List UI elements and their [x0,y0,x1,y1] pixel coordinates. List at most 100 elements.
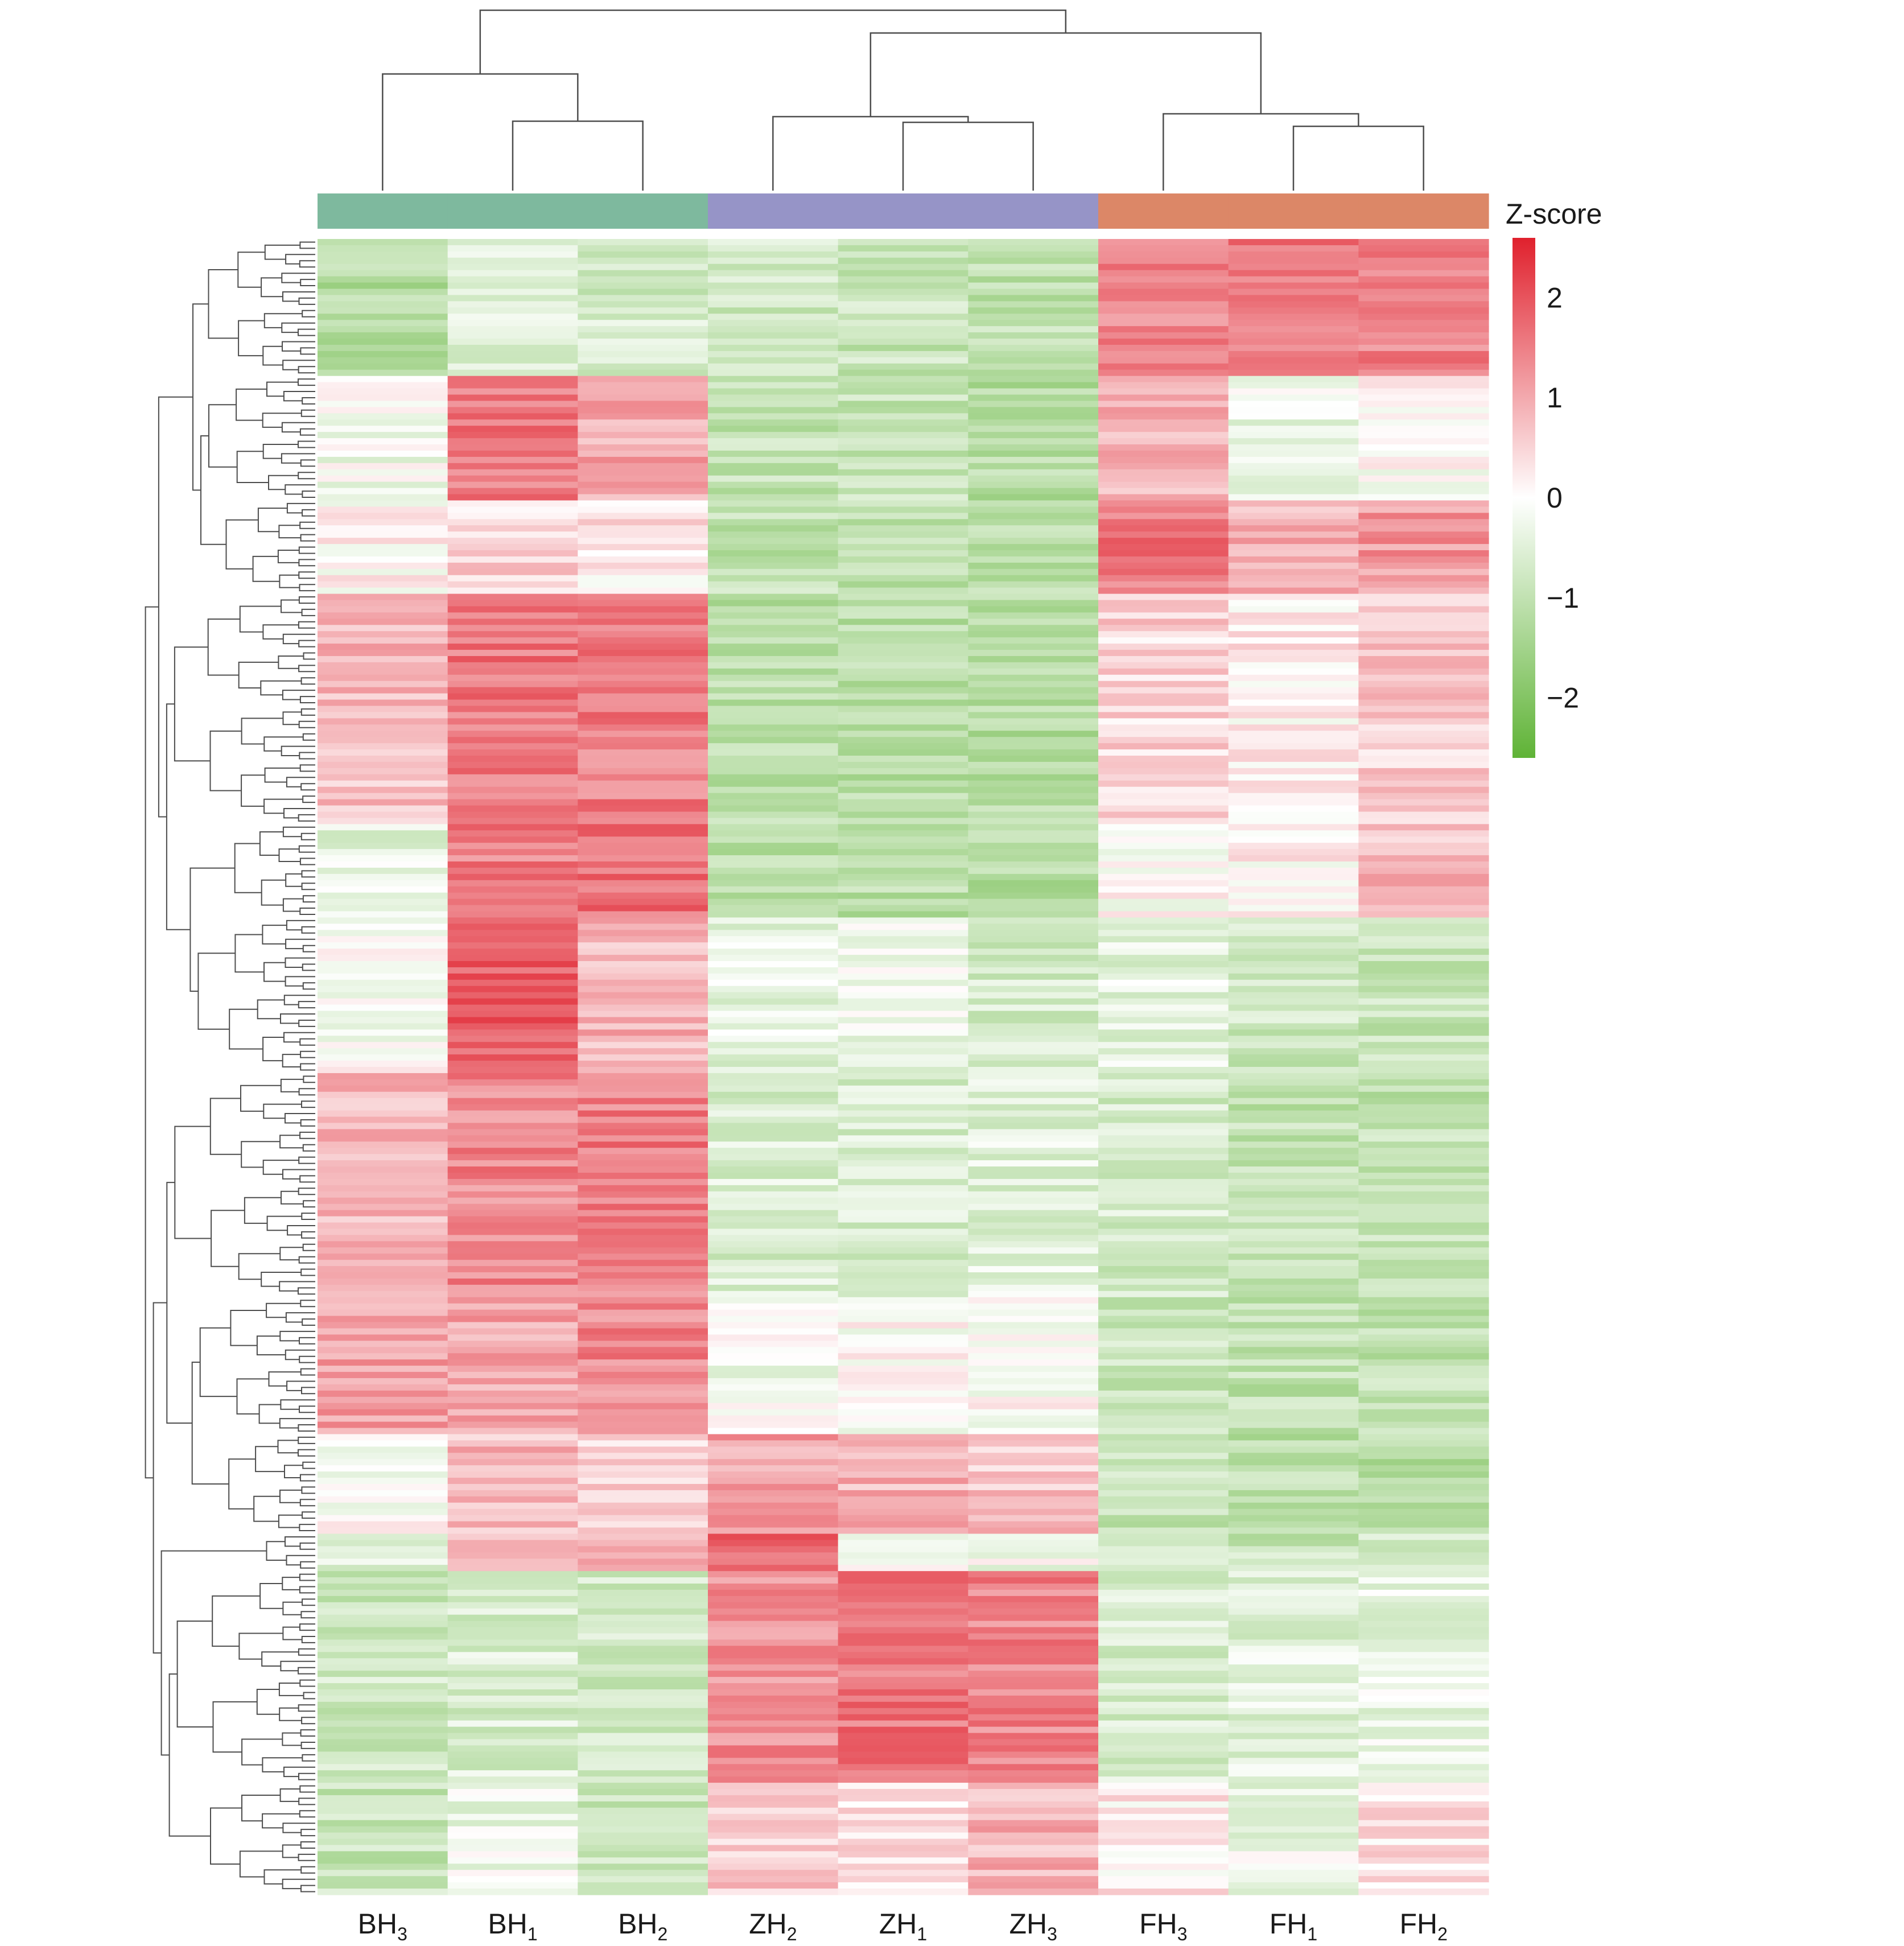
heatmap-cell [1358,600,1489,607]
heatmap-cell [708,761,839,769]
heatmap-cell [578,1857,708,1864]
heatmap-cells [318,239,1489,1895]
heatmap-cell [318,1677,448,1684]
heatmap-cell [968,1210,1099,1217]
heatmap-cell [318,1751,448,1758]
heatmap-cell [968,1235,1099,1242]
heatmap-cell [447,1235,578,1242]
heatmap-cell [1228,612,1359,619]
heatmap-cell [578,761,708,769]
heatmap-cell [708,401,839,407]
heatmap-cell [1098,1783,1229,1790]
heatmap-cell [578,1428,708,1435]
dendrogram-branch [285,1349,315,1360]
heatmap-cell [1358,1409,1489,1416]
heatmap-cell [578,301,708,308]
heatmap-cell [968,1807,1099,1815]
heatmap-cell [1358,1695,1489,1702]
heatmap-cell [968,637,1099,644]
heatmap-cell [318,849,448,856]
heatmap-cell [838,1141,969,1148]
heatmap-cell [1228,1372,1359,1379]
dendrogram-branch [278,525,301,539]
heatmap-cell [578,1241,708,1248]
heatmap-cell [708,644,839,650]
heatmap-cell [838,1540,969,1547]
heatmap-cell [447,1434,578,1441]
heatmap-cell [1098,1795,1229,1802]
heatmap-cell [1358,1440,1489,1447]
heatmap-cell [1228,1347,1359,1354]
heatmap-cell [1358,756,1489,762]
heatmap-cell [708,1203,839,1211]
heatmap-cell [318,1838,448,1846]
heatmap-cell [838,619,969,625]
heatmap-cell [318,550,448,557]
heatmap-cell [318,1141,448,1148]
heatmap-cell [708,1172,839,1180]
heatmap-cell [318,1029,448,1036]
heatmap-cell [1358,1776,1489,1783]
dendrogram-branch [283,391,315,402]
heatmap-cell [447,538,578,545]
heatmap-cell [1228,288,1359,296]
heatmap-cell [1098,444,1229,451]
heatmap-cell [447,1832,578,1840]
heatmap-cell [447,743,578,750]
heatmap-cell [447,1073,578,1080]
heatmap-cell [838,681,969,688]
heatmap-cell [447,1403,578,1410]
heatmap-cell [1358,1154,1489,1161]
heatmap-cell [447,1017,578,1024]
heatmap-cell [1358,1838,1489,1846]
heatmap-cell [968,1148,1099,1155]
heatmap-cell [708,1876,839,1883]
heatmap-cell [708,550,839,557]
heatmap-cell [318,917,448,924]
group-annotation-cell [838,193,969,229]
heatmap-cell [447,1733,578,1740]
heatmap-cell [968,1584,1099,1590]
heatmap-cell [1098,743,1229,750]
heatmap-cell [708,1129,839,1136]
heatmap-cell [968,1421,1099,1429]
heatmap-cell [708,1110,839,1118]
dendrogram-branch [303,1200,315,1208]
heatmap-cell [318,1203,448,1211]
heatmap-cell [838,1421,969,1429]
heatmap-cell [708,388,839,395]
heatmap-cell [838,768,969,775]
heatmap-cell [838,1085,969,1092]
heatmap-cell [708,681,839,688]
heatmap-cell [1228,1764,1359,1771]
heatmap-cell [318,830,448,837]
heatmap-cell [838,1154,969,1161]
heatmap-cell [578,849,708,856]
heatmap-cell [968,1870,1099,1877]
heatmap-cell [1358,593,1489,601]
heatmap-cell [1358,1036,1489,1042]
heatmap-cell [1098,513,1229,520]
heatmap-cell [1098,1508,1229,1516]
heatmap-cell [1228,1882,1359,1889]
heatmap-cell [318,1328,448,1335]
heatmap-cell [578,270,708,277]
heatmap-cell [578,593,708,601]
heatmap-cell [1358,631,1489,638]
dendrogram-branch [262,1037,284,1062]
heatmap-cell [968,1813,1099,1821]
heatmap-cell [1358,973,1489,980]
heatmap-cell [968,1565,1099,1572]
heatmap-cell [318,1826,448,1833]
heatmap-cell [318,681,448,688]
heatmap-cell [708,1384,839,1391]
heatmap-cell [968,1739,1099,1746]
heatmap-cell [447,1770,578,1777]
heatmap-cell [968,961,1099,968]
heatmap-cell [578,1091,708,1099]
heatmap-cell [1228,1876,1359,1883]
heatmap-cell [447,693,578,700]
dendrogram-branch [301,883,315,890]
heatmap-cell [1228,1857,1359,1864]
heatmap-cell [1358,1341,1489,1347]
